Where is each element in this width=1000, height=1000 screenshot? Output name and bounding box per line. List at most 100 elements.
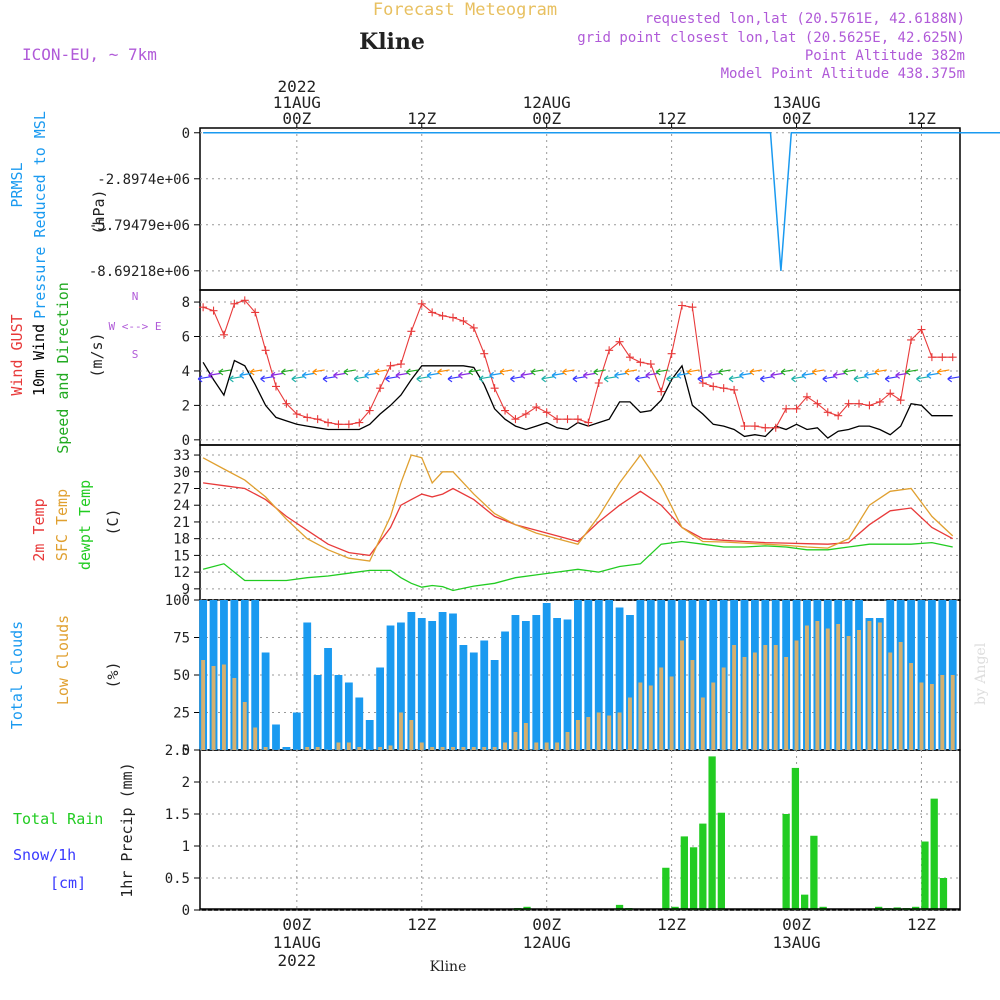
wind-arrow: [843, 368, 856, 376]
gust-marker: [657, 387, 666, 396]
y-tick-label: -2.8974e+06: [97, 172, 190, 188]
gust-marker: [324, 418, 333, 427]
wind-arrow: [333, 371, 346, 379]
low-cloud-bar: [451, 747, 455, 750]
y-tick-label: -5.79479e+06: [89, 218, 190, 234]
low-cloud-bar: [805, 625, 809, 750]
low-cloud-bar: [482, 747, 487, 750]
low-cloud-bar: [846, 636, 851, 750]
total-cloud-bar: [397, 622, 405, 750]
total-cloud-bar: [365, 720, 374, 750]
footer-station: Kline: [430, 959, 467, 975]
top-time-label: 12Z: [907, 109, 936, 128]
y-tick-label: 1.5: [165, 807, 190, 823]
low-cloud-bar: [659, 667, 664, 750]
y-tick-label: 2.5: [165, 743, 190, 759]
wind-arrow: [489, 371, 502, 379]
total-cloud-bar: [626, 615, 634, 750]
wind-arrow: [218, 368, 232, 376]
low-cloud-bar: [586, 717, 591, 750]
gust-marker: [459, 317, 468, 325]
rain-bar: [801, 894, 809, 910]
total-cloud-bar: [532, 615, 541, 750]
total-cloud-bar: [553, 618, 561, 750]
gust-marker: [802, 392, 811, 401]
y-tick-label: -8.69218e+06: [89, 264, 190, 280]
wind-arrow: [208, 371, 221, 379]
gust-marker: [209, 306, 218, 315]
total-cloud-bar: [386, 625, 395, 750]
total-cloud-bar: [261, 652, 270, 750]
wind-arrow: [666, 375, 679, 383]
wind-arrow: [780, 368, 794, 376]
bottom-time-label: 2022: [278, 951, 317, 970]
total-cloud-bar: [646, 600, 655, 750]
y-tick-label: 8: [182, 295, 190, 311]
gust-marker: [292, 410, 301, 418]
wind-arrow: [728, 375, 742, 383]
gust-marker: [469, 323, 478, 332]
low-cloud-bar: [430, 747, 435, 750]
total-cloud-bar: [542, 603, 551, 750]
product-title: Forecast Meteogram: [373, 0, 557, 20]
gust-marker: [615, 337, 624, 346]
wind-arrow: [614, 371, 627, 379]
gust-marker: [386, 361, 395, 370]
y-tick-label: 0: [182, 903, 190, 919]
total-cloud-bar: [334, 675, 343, 750]
y-tick-label: 50: [173, 668, 190, 684]
y-tick-label: 75: [173, 631, 190, 647]
low-cloud-bar: [409, 720, 414, 750]
low-cloud-bar: [867, 621, 872, 750]
sfc-title: SFC Temp: [53, 489, 71, 561]
gust-marker: [313, 415, 322, 424]
low-cloud-bar: [575, 720, 580, 750]
bottom-time-label: 00Z: [532, 915, 561, 934]
low-cloud-bar: [503, 742, 507, 750]
wind-arrow: [864, 371, 877, 379]
gust-marker: [438, 311, 447, 320]
wind-arrow: [520, 371, 533, 379]
low-cloud-bar: [534, 742, 539, 750]
gust-marker: [761, 423, 770, 432]
total-cloud-bar: [490, 660, 499, 750]
rain-bar: [930, 798, 938, 910]
wind-arrow: [676, 371, 690, 379]
panel-frame: [199, 749, 961, 911]
wind-arrow: [884, 375, 898, 383]
low-cloud-bar: [232, 678, 237, 750]
panel-frame: [199, 127, 961, 291]
low-cloud-bar: [680, 640, 684, 750]
wind-arrow: [541, 375, 554, 383]
wind-10m-title: 10m Wind: [30, 324, 48, 396]
y-tick-label: 15: [173, 548, 190, 564]
dewpt-title: dewpt Temp: [76, 480, 94, 570]
total-cloud-bar: [667, 600, 676, 750]
y-tick-label: 0: [182, 743, 190, 759]
y-tick-label: 9: [182, 582, 190, 598]
low-cloud-bar: [638, 682, 643, 750]
low-cloud-bar: [357, 747, 362, 750]
grid-location: grid point closest lon,lat (20.5625E, 42…: [577, 30, 965, 46]
gust-marker: [448, 313, 457, 322]
y-tick-label: 0: [182, 433, 190, 449]
gust-marker: [688, 303, 697, 312]
rain-bar: [782, 814, 790, 910]
total-cloud-bar: [407, 612, 416, 750]
low-cloud-bar: [419, 742, 424, 750]
gust-marker: [719, 384, 728, 393]
wind-arrow: [343, 368, 356, 376]
bottom-time-label: 12Z: [657, 915, 686, 934]
top-time-label: 13AUG: [772, 93, 820, 112]
gust-marker: [834, 411, 843, 420]
gust-marker: [938, 353, 947, 362]
gust-marker: [251, 308, 260, 317]
gust-marker: [240, 296, 249, 305]
top-time-label: 11AUG: [273, 93, 321, 112]
low-cloud-bar: [388, 745, 393, 750]
y-tick-label: 4: [182, 364, 190, 380]
bottom-time-label: 12Z: [907, 915, 936, 934]
wind-arrow: [624, 368, 638, 376]
gust-marker: [698, 379, 707, 387]
rain-bar: [939, 878, 948, 910]
